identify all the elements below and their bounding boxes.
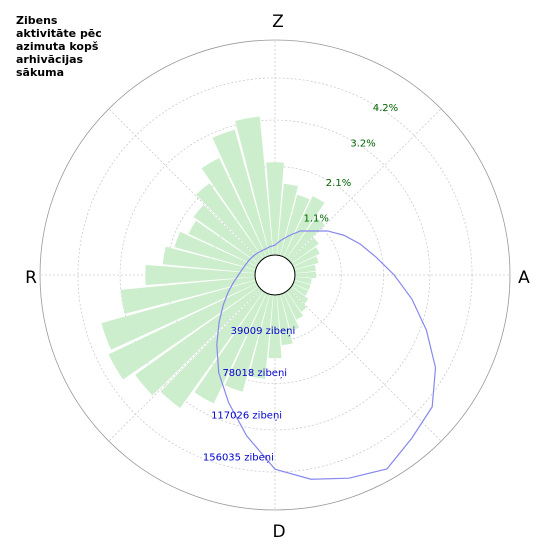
percent-bar	[212, 129, 270, 257]
percent-bar	[162, 246, 256, 274]
percent-bar	[294, 271, 317, 279]
grid-ring	[39, 39, 511, 511]
percent-bar	[188, 220, 259, 267]
percent-bar	[160, 289, 264, 408]
percent-bar	[174, 231, 257, 270]
percent-bar	[286, 217, 325, 261]
percent-bar	[293, 256, 319, 270]
compass-south: D	[272, 522, 285, 542]
title-line: azimuta kopš	[16, 40, 99, 53]
percent-tick-label: 1.1%	[303, 214, 328, 225]
percent-bar	[235, 116, 274, 256]
title-line: Zibens	[16, 14, 58, 27]
percent-bar	[224, 293, 270, 392]
percent-bar	[193, 204, 261, 264]
percent-bar	[276, 183, 298, 256]
percent-bar	[289, 286, 309, 304]
percent-bar	[266, 162, 284, 256]
count-tick-label: 78018 zibeņi	[222, 368, 287, 379]
percent-bar	[194, 291, 267, 404]
grid-ring	[119, 119, 431, 431]
percent-bar	[291, 246, 320, 267]
percent-tick-label: 4.2%	[373, 103, 398, 114]
center-circle	[254, 254, 296, 296]
percent-bar	[280, 293, 300, 331]
compass-west: R	[25, 268, 37, 288]
percent-bar	[289, 237, 319, 264]
title-line: sākuma	[16, 66, 65, 79]
count-tick-label: 156035 zibeņi	[203, 452, 274, 463]
percent-bar	[294, 276, 312, 285]
count-tick-labels: 39009 zibeņi 78018 zibeņi 117026 zibeņi 156…	[203, 326, 295, 464]
percent-bar	[195, 183, 264, 261]
compass-east: A	[518, 268, 530, 288]
percent-bar	[201, 158, 267, 259]
percent-bar	[248, 294, 274, 379]
chart-title: Zibens aktivitāte pēc azimuta kopš arhiv…	[16, 14, 126, 79]
count-series-line	[216, 230, 437, 480]
percent-bar	[268, 294, 282, 359]
count-tick-label: 39009 zibeņi	[231, 326, 296, 337]
percent-bar	[283, 291, 304, 320]
percent-bar	[101, 280, 257, 350]
percent-tick-labels: 1.1% 2.1% 3.2% 4.2%	[303, 103, 398, 225]
percent-bar	[286, 289, 307, 312]
percent-bar	[283, 196, 325, 259]
percent-bar	[291, 283, 309, 296]
percent-bar	[108, 283, 259, 380]
percent-bar	[145, 264, 256, 286]
percent-bars	[101, 116, 325, 408]
percent-bar	[294, 264, 316, 274]
percent-tick-label: 3.2%	[350, 139, 375, 150]
percent-bar	[120, 276, 256, 314]
percent-bar	[280, 194, 310, 257]
percent-bar	[135, 286, 261, 396]
percent-bar	[276, 294, 293, 346]
title-line: aktivitāte pēc	[16, 27, 102, 40]
grid-spoke	[288, 108, 442, 262]
title-line: arhivācijas	[16, 53, 84, 66]
percent-tick-label: 2.1%	[326, 178, 351, 189]
count-tick-label: 117026 zibeņi	[211, 410, 282, 421]
percent-bar	[293, 280, 311, 291]
compass-north: Z	[272, 12, 284, 32]
